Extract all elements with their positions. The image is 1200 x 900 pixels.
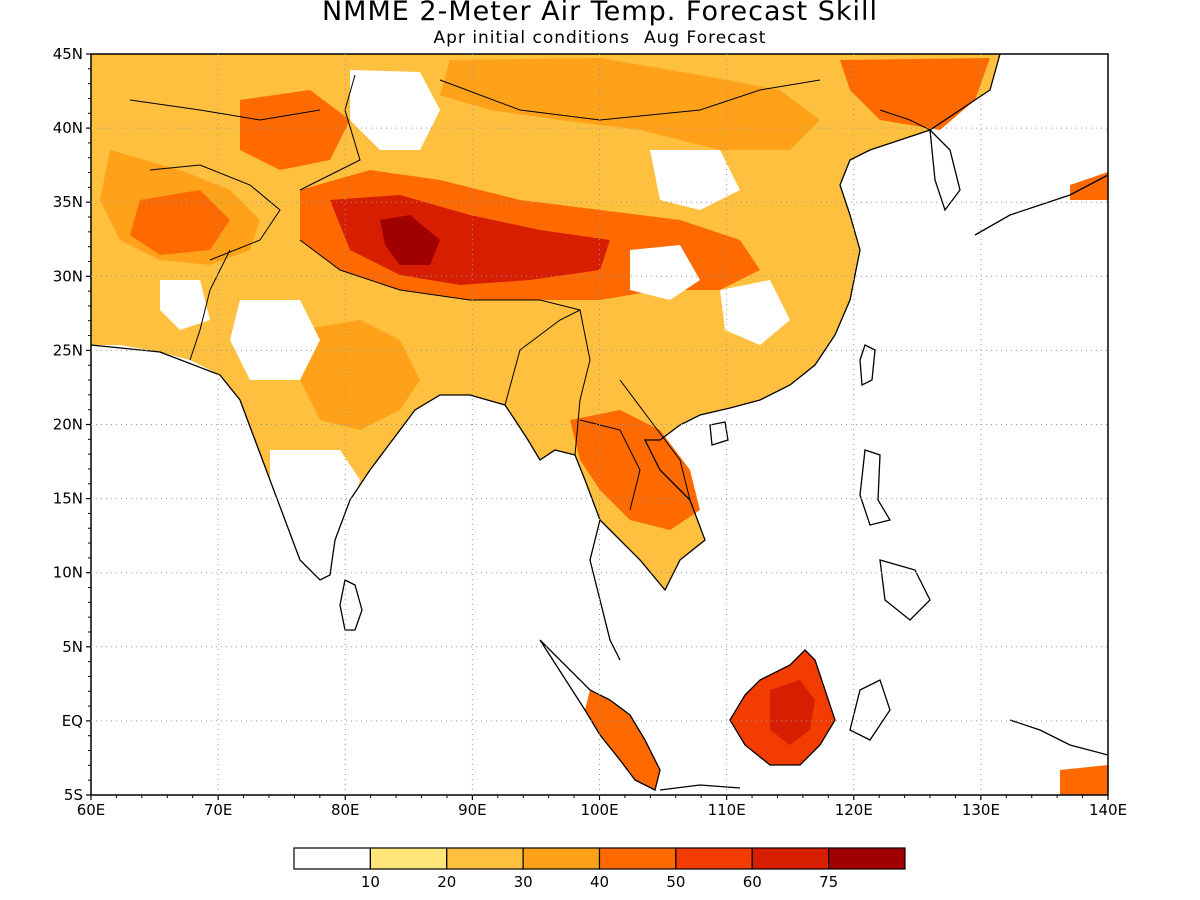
skill-40-50-india [300, 320, 420, 430]
lon-tick-label: 90E [458, 801, 487, 819]
skill-low-sichuan [630, 245, 700, 300]
colorbar-swatch [293, 847, 371, 870]
skill-40-50-mongolia [440, 58, 820, 150]
lat-tick-label: 20N [53, 416, 83, 434]
axis-ticks [86, 53, 1109, 800]
skill-50-60-iran [130, 190, 230, 255]
lon-tick-label: 70E [204, 801, 233, 819]
coastline-se-asia [504, 54, 1001, 592]
border-india-pakistan [189, 249, 231, 361]
map-subtitle: Apr initial conditions Aug Forecast [0, 28, 1200, 48]
land-mainland-asia [91, 54, 1000, 590]
longitude-labels: 60E 70E 80E 90E 100E 110E 120E 130E 140E [77, 801, 1127, 819]
coastline-malay [589, 519, 621, 661]
skill-75-plus-tibet-peak [380, 215, 440, 265]
initial-conditions-label: Apr initial conditions [433, 28, 630, 48]
lat-tick-label: 5N [62, 638, 83, 656]
border-laos-vietnam [619, 379, 691, 501]
skill-low-tarim [350, 70, 440, 150]
lon-tick-label: 130E [962, 801, 1000, 819]
country-borders [129, 74, 931, 511]
colorbar-labels: 10 20 30 40 50 60 75 [361, 873, 838, 891]
coastline-korea [929, 128, 961, 212]
coastline-taiwan [859, 344, 876, 387]
map-title: NMME 2-Meter Air Temp. Forecast Skill [321, 0, 879, 27]
latitude-labels: 5S EQ 5N 10N 15N 20N 25N 30N 35N 40N 45N [53, 45, 83, 804]
lat-tick-label: 40N [53, 119, 83, 137]
border-manchuria [879, 109, 931, 131]
colorbar-swatch [446, 847, 524, 870]
lon-tick-label: 100E [580, 801, 618, 819]
colorbar-swatch [675, 847, 753, 870]
border-mongolia [439, 79, 821, 121]
land-sumatra [585, 690, 660, 790]
coastlines [91, 54, 1108, 791]
land-newguinea [1060, 765, 1108, 795]
skill-low-pakistan [160, 280, 210, 330]
coastline-newguinea [1009, 719, 1108, 756]
colorbar-swatch [369, 847, 448, 870]
lat-tick-label: 25N [53, 341, 83, 359]
colorbar-label: 50 [666, 873, 685, 891]
coastline-sumatra [539, 639, 661, 791]
forecast-label: Aug Forecast [643, 28, 767, 48]
colorbar-label: 75 [819, 873, 838, 891]
lat-tick-label: 35N [53, 193, 83, 211]
coastline-java [659, 784, 741, 791]
colorbar-swatch [828, 847, 906, 870]
lat-tick-label: EQ [62, 712, 83, 730]
skill-fill-layer [91, 54, 1108, 795]
lon-tick-label: 80E [331, 801, 360, 819]
coastline-mindanao [879, 559, 931, 621]
coastline-india [91, 344, 506, 581]
coastline-luzon [859, 449, 892, 526]
coastline-japan [974, 174, 1108, 236]
colorbar-label: 30 [514, 873, 533, 891]
coastline-sulawesi [849, 679, 891, 741]
lon-tick-label: 120E [835, 801, 873, 819]
border-china-west [299, 74, 361, 191]
lon-tick-label: 60E [77, 801, 106, 819]
skill-low-north-india [230, 300, 320, 380]
border-himalaya [299, 239, 581, 311]
colorbar-swatch [598, 847, 677, 870]
border-myanmar [504, 309, 591, 456]
coastline-sri-lanka [339, 579, 363, 631]
skill-50-60-kazakh [240, 90, 350, 170]
colorbar-swatch [751, 847, 830, 870]
skill-low-south-china [720, 280, 790, 345]
skill-60-75-borneo-core [770, 680, 815, 745]
border-central-asia [129, 99, 321, 121]
lat-tick-label: 10N [53, 564, 83, 582]
skill-low-south-india [270, 450, 360, 580]
colorbar-label: 10 [361, 873, 380, 891]
border-afghanistan [149, 164, 281, 261]
lon-tick-label: 110E [708, 801, 746, 819]
lat-tick-label: 15N [53, 490, 83, 508]
colorbar-label: 60 [743, 873, 762, 891]
border-thailand [579, 419, 641, 511]
lat-tick-label: 45N [53, 45, 83, 63]
colorbar [293, 847, 906, 870]
coastline-hainan [709, 421, 729, 446]
lat-tick-label: 30N [53, 267, 83, 285]
colorbar-swatch [522, 847, 601, 870]
graticule [91, 54, 1108, 795]
skill-low-gobi [650, 150, 740, 210]
skill-50-60-indochina [570, 410, 700, 530]
lon-tick-label: 140E [1089, 801, 1127, 819]
colorbar-label: 20 [437, 873, 456, 891]
coastline-borneo [729, 649, 836, 766]
colorbar-label: 40 [590, 873, 609, 891]
land-japan-patch [1070, 172, 1108, 200]
skill-50-60-manchuria [840, 58, 990, 130]
lat-tick-label: 5S [64, 786, 83, 804]
